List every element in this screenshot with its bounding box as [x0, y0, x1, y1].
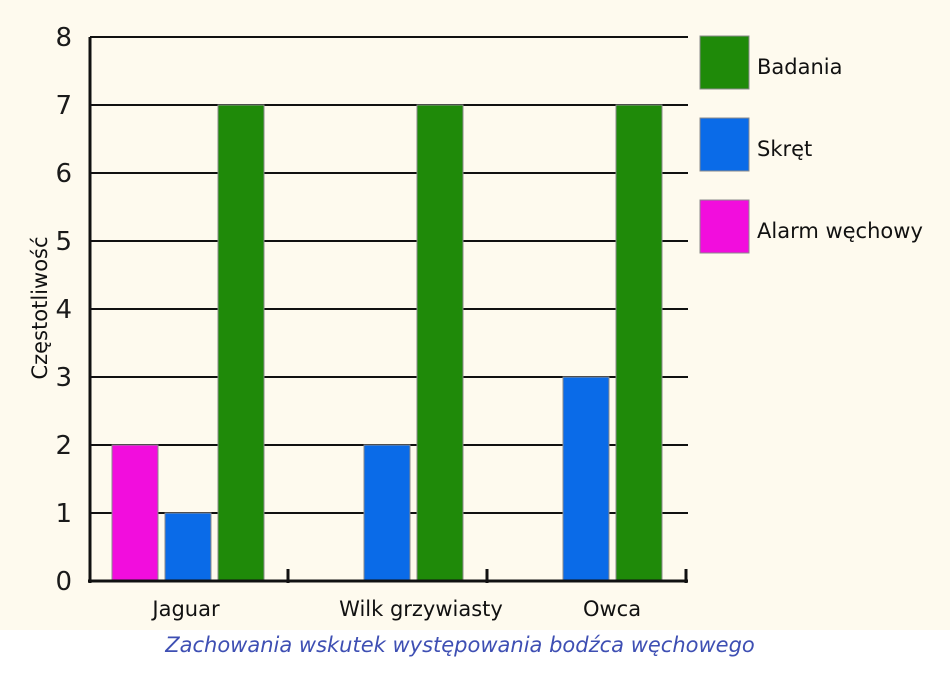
x-tick-label: Wilk grzywiasty	[339, 597, 503, 621]
y-tick-label: 0	[55, 567, 72, 597]
legend-label: Skręt	[757, 137, 812, 161]
y-tick-label: 1	[55, 499, 72, 529]
bar-skręt-owca	[562, 376, 610, 582]
y-tick-label: 7	[55, 91, 72, 121]
legend-label: Alarm węchowy	[757, 219, 923, 243]
y-tick-label: 8	[55, 23, 72, 53]
y-tick-label: 3	[55, 363, 72, 393]
axes: 0 1 2 3 4 5 6 7 8 Jaguar Wilk grzywiasty Owca	[55, 23, 688, 621]
bar-badania-jaguar	[217, 104, 265, 582]
bar-badania-owca	[615, 104, 663, 582]
x-tick-label: Jaguar	[150, 597, 220, 621]
legend-swatch	[699, 35, 750, 90]
legend-swatch	[699, 199, 750, 254]
bar-skręt-wilk-grzywiasty	[363, 444, 411, 582]
legend: Badania Skręt Alarm węchowy	[699, 35, 923, 254]
y-tick-label: 5	[55, 227, 72, 257]
bar-alarm-węchowy-jaguar	[111, 444, 159, 582]
y-tick-label: 2	[55, 431, 72, 461]
y-axis-label: Częstotliwość	[28, 236, 52, 379]
bar-skręt-jaguar	[164, 512, 212, 582]
bar-badania-wilk-grzywiasty	[416, 104, 464, 582]
bars	[111, 104, 663, 582]
y-tick-label: 6	[55, 159, 72, 189]
chart-title: Zachowania wskutek występowania bodźca w…	[164, 633, 755, 657]
y-tick-label: 4	[55, 295, 72, 325]
x-tick-label: Owca	[583, 597, 641, 621]
legend-label: Badania	[757, 55, 843, 79]
legend-swatch	[699, 117, 750, 172]
